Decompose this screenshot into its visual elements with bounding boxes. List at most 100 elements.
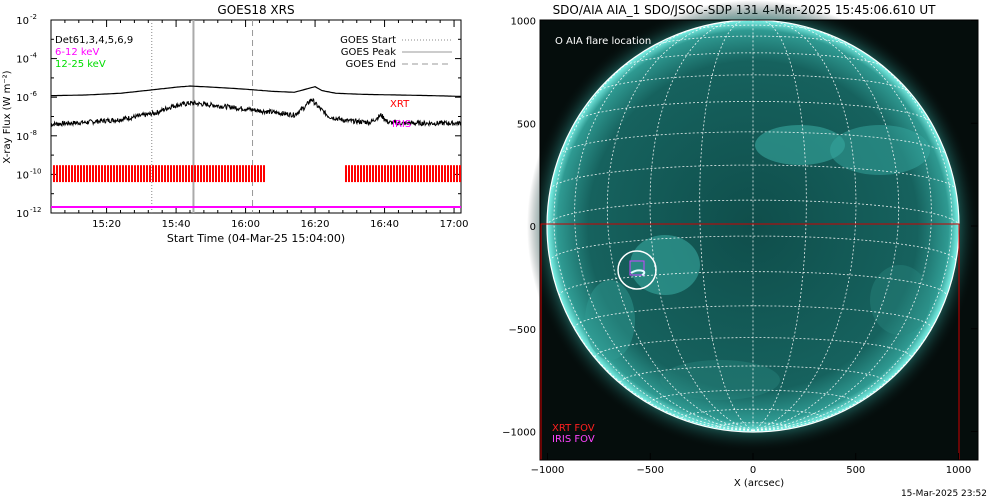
- xrt-bar: [146, 165, 148, 183]
- left-x-axis-label: Start Time (04-Mar-25 15:04:00): [167, 232, 345, 245]
- y-tick-exponent: -8: [30, 129, 37, 137]
- xrt-bar: [161, 165, 163, 183]
- y-tick-label: 10: [16, 170, 29, 181]
- xrt-bar: [405, 165, 407, 183]
- xrt-bar: [417, 165, 419, 183]
- xrt-bar: [170, 165, 172, 183]
- xrt-bar: [426, 165, 428, 183]
- x-tick-label: 16:40: [370, 219, 399, 230]
- xrt-bar: [89, 165, 91, 183]
- xrt-bar: [227, 165, 229, 183]
- xrt-bar: [182, 165, 184, 183]
- y-tick-exponent: -4: [30, 52, 38, 60]
- xrt-bar: [95, 165, 97, 183]
- xrt-bar: [459, 165, 461, 183]
- xrt-bar: [233, 165, 235, 183]
- xrt-bar: [245, 165, 247, 183]
- latitude-line: [622, 52, 884, 67]
- latitude-line: [620, 365, 886, 383]
- series-line-high-band: [51, 97, 461, 128]
- latitude-line: [559, 131, 947, 155]
- xrt-observation-bars: [53, 165, 461, 183]
- iris-fov-box: [629, 260, 645, 276]
- xrt-bar: [248, 165, 250, 183]
- band-high-label: 12-25 keV: [55, 59, 106, 70]
- y-tick-label: 0: [530, 222, 536, 233]
- xrt-fov-label: XRT FOV: [552, 423, 595, 434]
- xrt-bar: [71, 165, 73, 183]
- longitude-line: [699, 20, 754, 431]
- x-tick-label: 0: [750, 465, 756, 476]
- xrt-bar: [444, 165, 446, 183]
- xrt-bar: [164, 165, 166, 183]
- xrt-bar: [393, 165, 395, 183]
- xrt-bar: [372, 165, 374, 183]
- x-tick-label: −1000: [531, 465, 565, 476]
- longitude-line: [752, 42, 953, 431]
- y-tick-label: −500: [509, 325, 536, 336]
- xrt-bar: [218, 165, 220, 183]
- xrt-bar: [348, 165, 350, 183]
- y-tick-label: 1000: [511, 17, 536, 28]
- flare-location-label: O AIA flare location: [555, 36, 651, 47]
- xrt-bar: [203, 165, 205, 183]
- xrt-bar: [215, 165, 217, 183]
- left-x-ticks: 15:20 15:40 16:00 16:20 16:40 17:00: [50, 20, 468, 230]
- xrt-bar: [113, 165, 115, 183]
- left-title: GOES18 XRS: [217, 3, 294, 17]
- right-y-ticks: 1000 500 0 −500 −1000: [502, 17, 978, 439]
- longitude-line: [649, 20, 754, 431]
- xrt-bar: [131, 165, 133, 183]
- longitude-line: [752, 21, 900, 431]
- y-tick-label: 10: [16, 93, 29, 104]
- xrt-bar: [92, 165, 94, 183]
- xrt-bar: [191, 165, 193, 183]
- xrt-bar: [408, 165, 410, 183]
- xrt-bar: [366, 165, 368, 183]
- xrt-bar: [167, 165, 169, 183]
- y-tick-label: 10: [16, 16, 29, 27]
- longitude-line: [606, 21, 754, 431]
- xrt-bar: [387, 165, 389, 183]
- xrt-bar: [110, 165, 112, 183]
- xrt-bar: [236, 165, 238, 183]
- y-tick-label: −1000: [502, 428, 536, 439]
- xrt-bar: [251, 165, 253, 183]
- x-tick-label: 16:20: [301, 219, 330, 230]
- y-tick-label: 10: [16, 209, 29, 220]
- xrt-bar: [194, 165, 196, 183]
- xrt-bar: [414, 165, 416, 183]
- series-line-low-band: [51, 85, 461, 97]
- xrt-bar: [65, 165, 67, 183]
- xrt-bar: [77, 165, 79, 183]
- y-tick-exponent: -2: [30, 13, 37, 21]
- xrt-bar: [152, 165, 154, 183]
- detector-label: Det61,3,4,5,6,9: [55, 35, 133, 46]
- xrt-bar: [62, 165, 64, 183]
- xrt-bar: [369, 165, 371, 183]
- xrt-bar: [411, 165, 413, 183]
- x-tick-label: −500: [637, 465, 664, 476]
- longitude-line: [752, 20, 807, 431]
- xrt-bar: [74, 165, 76, 183]
- xrt-bar: [396, 165, 398, 183]
- xrt-bar: [390, 165, 392, 183]
- xrt-bar: [137, 165, 139, 183]
- xrt-bar: [197, 165, 199, 183]
- xrt-bar: [239, 165, 241, 183]
- xrt-bar: [420, 165, 422, 183]
- xrt-bar: [209, 165, 211, 183]
- right-x-axis-label: X (arcsec): [734, 478, 784, 489]
- latitude-line: [549, 164, 957, 190]
- xrt-bar: [134, 165, 136, 183]
- x-tick-label: 500: [846, 465, 865, 476]
- xrt-bar: [221, 165, 223, 183]
- xrt-bar: [68, 165, 70, 183]
- band-low-label: 6-12 keV: [55, 47, 99, 58]
- xrt-bar: [212, 165, 214, 183]
- xrt-bar: [83, 165, 85, 183]
- xrt-label: XRT: [390, 99, 410, 110]
- xrt-bar: [402, 165, 404, 183]
- xrt-bar: [128, 165, 130, 183]
